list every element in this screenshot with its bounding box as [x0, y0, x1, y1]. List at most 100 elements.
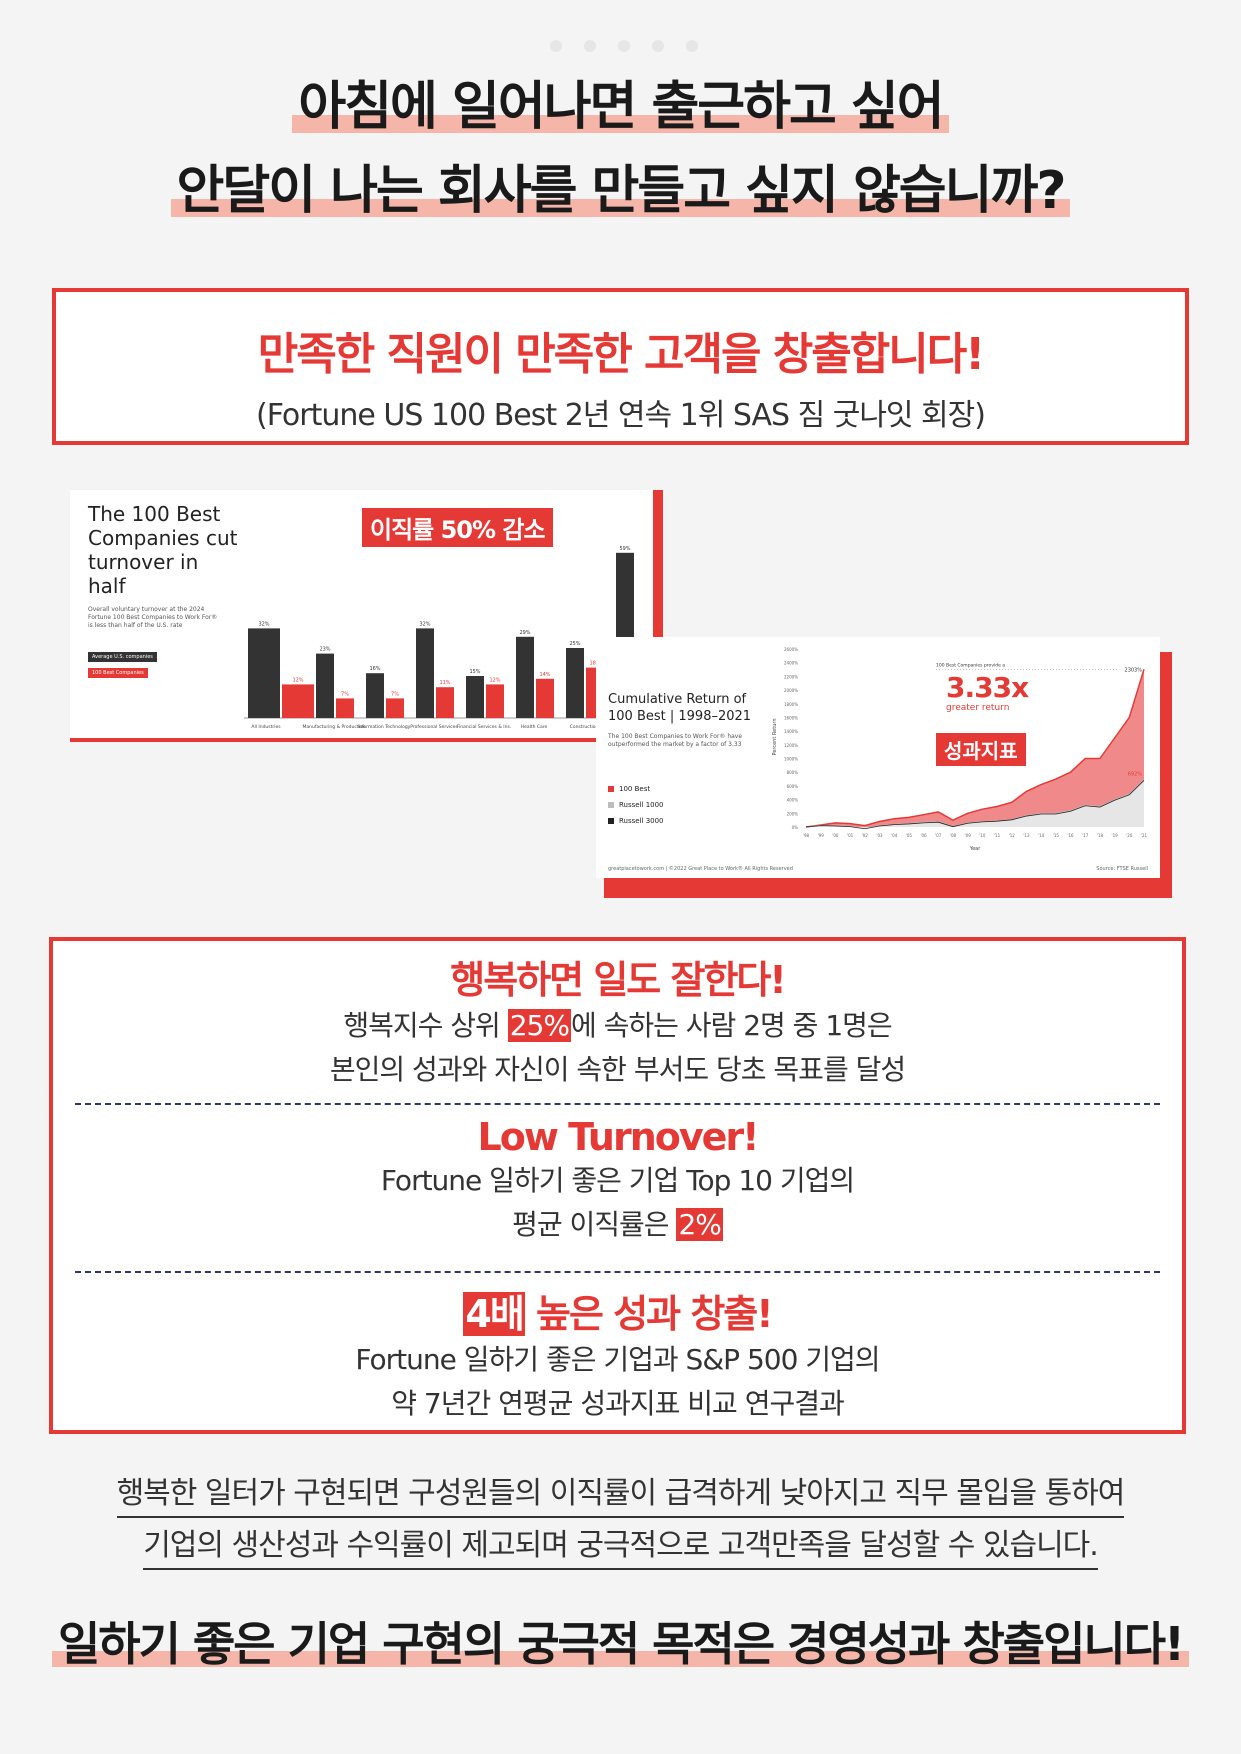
- bar-label: 12%: [292, 677, 303, 683]
- finding-happiness: 행복하면 일도 잘한다! 행복지수 상위 25%에 속하는 사람 2명 중 1명…: [53, 949, 1182, 1092]
- y-tick-label: 2400%: [784, 661, 798, 666]
- quote-source: (Fortune US 100 Best 2년 연속 1위 SAS 짐 굿나잇 …: [256, 398, 986, 433]
- y-tick-label: 1600%: [784, 715, 798, 720]
- bar-label: 15%: [469, 669, 480, 675]
- x-tick-label: '15: [1053, 833, 1060, 838]
- bar: [282, 684, 314, 718]
- bar: [248, 628, 280, 718]
- line-russell-3000: [805, 780, 1145, 830]
- headline-line-1-wrap: 아침에 일어나면 출근하고 싶어: [0, 77, 1241, 138]
- bar-label: 11%: [439, 680, 450, 686]
- y-tick-label: 1800%: [784, 702, 798, 707]
- line-100-best: [805, 669, 1145, 828]
- x-tick-label: '11: [994, 833, 1001, 838]
- x-tick-label: '98: [803, 833, 810, 838]
- x-tick-label: '99: [818, 833, 825, 838]
- x-tick-label: '01: [847, 833, 854, 838]
- bar-label: 14%: [539, 672, 550, 678]
- bar-label: 12%: [489, 677, 500, 683]
- bar: [386, 698, 404, 718]
- return-legend-r3000: Russell 3000: [608, 817, 664, 825]
- finding-turnover-heading: Low Turnover!: [477, 1115, 760, 1159]
- x-tick-label: '18: [1097, 833, 1104, 838]
- x-tick-label: '04: [891, 833, 898, 838]
- x-tick-label: '02: [862, 833, 869, 838]
- bar: [416, 628, 434, 718]
- x-tick-label: '03: [876, 833, 883, 838]
- bar: [466, 676, 484, 718]
- category-label: Financial Services & Ins.: [457, 724, 511, 730]
- end-label: 692%: [1128, 772, 1143, 778]
- y-axis-label: Percent Return: [772, 719, 778, 756]
- y-tick-label: 1200%: [784, 743, 798, 748]
- bar-label: 25%: [569, 641, 580, 647]
- findings-box: 행복하면 일도 잘한다! 행복지수 상위 25%에 속하는 사람 2명 중 1명…: [49, 937, 1186, 1434]
- area-russell-3000: [806, 780, 1144, 829]
- highlight-4x: 4배: [463, 1292, 525, 1336]
- y-tick-label: 800%: [787, 770, 799, 775]
- summary-line-2: 기업의 생산성과 수익률이 제고되며 궁극적으로 고객만족을 달성할 수 있습니…: [143, 1520, 1099, 1570]
- finding-turnover-line-1: Fortune 일하기 좋은 기업 Top 10 기업의: [380, 1164, 855, 1197]
- return-badge: 성과지표: [936, 733, 1026, 766]
- turnover-legend-best: 100 Best Companies: [88, 668, 148, 678]
- finding-performance-line-1: Fortune 일하기 좋은 기업과 S&P 500 기업의: [355, 1343, 880, 1376]
- end-label: 2303%: [1125, 667, 1143, 673]
- category-label: Information Technology: [358, 724, 411, 730]
- return-footer: greatplacetowork.com | ©2022 Great Place…: [608, 866, 793, 872]
- turnover-badge: 이직률 50% 감소: [362, 508, 553, 547]
- bar-label: 7%: [391, 691, 399, 697]
- category-label: Professional Services: [410, 724, 458, 730]
- bar-label: 32%: [258, 621, 269, 627]
- return-big-number: 3.33x: [946, 671, 1029, 704]
- x-tick-label: '00: [832, 833, 839, 838]
- annotation-text: 100 Best Companies provide a: [936, 662, 1005, 668]
- finding-performance-line-2: 약 7년간 연평균 성과지표 비교 연구결과: [391, 1387, 844, 1420]
- y-tick-label: 600%: [787, 784, 799, 789]
- bar: [486, 684, 504, 718]
- x-tick-label: '17: [1082, 833, 1089, 838]
- category-label: Health Care: [521, 724, 548, 730]
- summary-line-1-wrap: 행복한 일터가 구현되면 구성원들의 이직률이 급격하게 낮아지고 직무 몰입을…: [0, 1468, 1241, 1518]
- headline-line-2: 안달이 나는 회사를 만들고 싶지 않습니까?: [170, 161, 1071, 222]
- bar-label: 7%: [341, 691, 349, 697]
- category-label: Construction: [570, 724, 599, 730]
- y-tick-label: 200%: [787, 811, 799, 816]
- x-tick-label: '16: [1067, 833, 1074, 838]
- y-tick-label: 1400%: [784, 729, 798, 734]
- x-tick-label: '09: [965, 833, 972, 838]
- finding-performance: 4배 높은 성과 창출! Fortune 일하기 좋은 기업과 S&P 500 …: [53, 1283, 1182, 1426]
- return-big-caption: greater return: [946, 703, 1010, 713]
- y-tick-label: 0%: [792, 825, 799, 830]
- bar: [516, 636, 534, 718]
- headline-line-1: 아침에 일어나면 출근하고 싶어: [292, 77, 949, 138]
- y-tick-label: 2000%: [784, 688, 798, 693]
- bar-label: 32%: [419, 621, 430, 627]
- bar: [366, 673, 384, 718]
- return-legend-r1000: Russell 1000: [608, 801, 664, 809]
- area-100-best: [806, 669, 1144, 827]
- return-chart-title: Cumulative Return of 100 Best | 1998–202…: [608, 692, 752, 724]
- summary-line-2-wrap: 기업의 생산성과 수익률이 제고되며 궁극적으로 고객만족을 달성할 수 있습니…: [0, 1520, 1241, 1570]
- x-tick-label: '10: [979, 833, 986, 838]
- bar-label: 16%: [369, 666, 380, 672]
- finding-happiness-line-1: 행복지수 상위 25%에 속하는 사람 2명 중 1명은: [343, 1009, 893, 1042]
- x-tick-label: '19: [1112, 833, 1119, 838]
- y-tick-label: 400%: [787, 798, 799, 803]
- divider: [75, 1271, 1160, 1273]
- bar: [316, 653, 334, 718]
- x-tick-label: '21: [1141, 833, 1148, 838]
- bar: [566, 648, 584, 718]
- turnover-chart-subtitle: Overall voluntary turnover at the 2024 F…: [88, 606, 218, 629]
- bar-label: 29%: [519, 630, 530, 636]
- category-label: All Industries: [251, 724, 281, 730]
- bar-label: 59%: [619, 546, 630, 552]
- closing-statement: 일하기 좋은 기업 구현의 궁극적 목적은 경영성과 창출입니다!: [51, 1618, 1190, 1671]
- return-chart-subtitle: The 100 Best Companies to Work For® have…: [608, 733, 743, 748]
- x-tick-label: '13: [1023, 833, 1030, 838]
- highlight-25-percent: 25%: [507, 1009, 571, 1042]
- x-tick-label: '08: [950, 833, 957, 838]
- finding-turnover: Low Turnover! Fortune 일하기 좋은 기업 Top 10 기…: [53, 1115, 1182, 1247]
- bar: [336, 698, 354, 718]
- quote-box: 만족한 직원이 만족한 고객을 창출합니다! (Fortune US 100 B…: [52, 288, 1189, 445]
- bar: [536, 678, 554, 718]
